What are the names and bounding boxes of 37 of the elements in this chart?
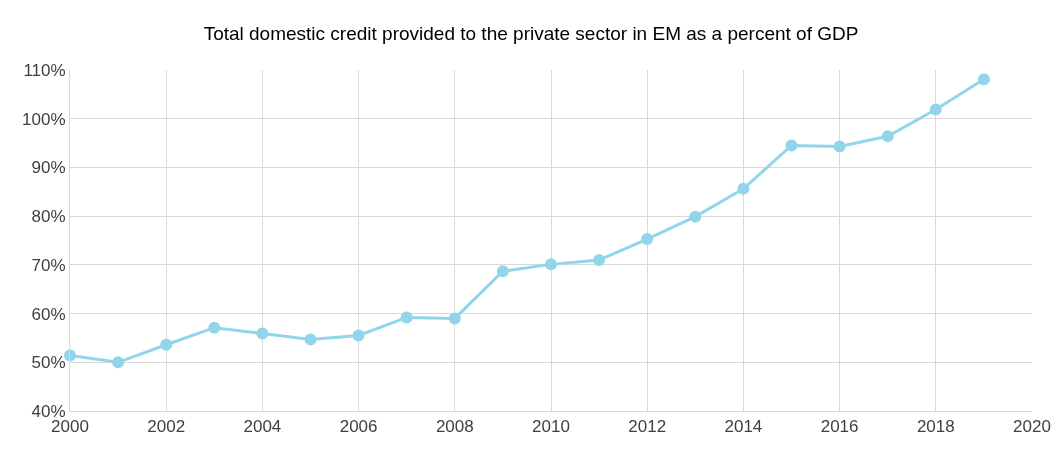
point xyxy=(737,182,750,195)
x-tick-label: 2006 xyxy=(339,417,378,437)
point xyxy=(689,210,702,223)
y-tick-label: 110% xyxy=(23,60,66,80)
point xyxy=(208,321,221,334)
point xyxy=(545,258,557,271)
point xyxy=(112,356,125,369)
point xyxy=(256,327,269,340)
y-tick-label: 70% xyxy=(31,255,66,275)
y-tick-label: 100% xyxy=(22,109,66,129)
x-tick-label: 2012 xyxy=(628,417,667,437)
point xyxy=(352,329,365,342)
x-tick-label: 2004 xyxy=(243,417,282,437)
point xyxy=(593,253,606,266)
point xyxy=(304,333,317,346)
x-tick-label: 2010 xyxy=(532,417,570,437)
y-tick-label: 90% xyxy=(31,158,66,178)
x-tick-label: 2002 xyxy=(147,417,186,437)
y-tick-label: 80% xyxy=(31,207,66,227)
point xyxy=(496,265,509,278)
x-tick-label: 2018 xyxy=(916,417,955,437)
point xyxy=(160,338,173,351)
point xyxy=(881,130,894,143)
point xyxy=(400,311,413,324)
chart-title: Total domestic credit provided to the private sector in EM as a percent of GDP xyxy=(203,23,859,45)
point xyxy=(641,233,654,246)
point xyxy=(833,140,846,153)
x-tick-label: 2016 xyxy=(820,417,859,437)
y-tick-label: 50% xyxy=(31,353,66,373)
point xyxy=(977,73,990,86)
point xyxy=(929,103,942,116)
y-tick-label: 60% xyxy=(31,304,66,324)
x-tick-label: 2008 xyxy=(435,417,474,437)
x-tick-label: 2020 xyxy=(1013,417,1051,437)
x-tick-label: 2014 xyxy=(724,417,763,437)
point xyxy=(448,312,461,325)
point xyxy=(785,139,798,152)
